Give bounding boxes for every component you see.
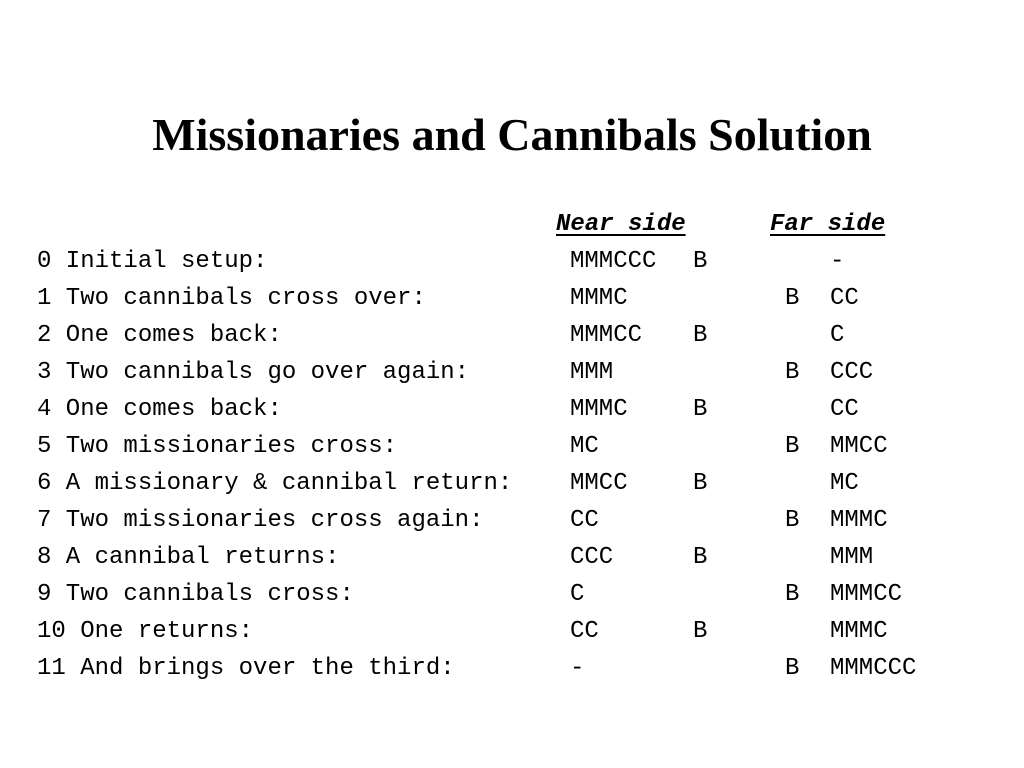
row-far: MMCC — [830, 433, 888, 460]
near-header: Near side — [556, 211, 686, 238]
row-near-boat: B — [693, 470, 708, 497]
row-near: CC — [570, 507, 599, 534]
row-step: 1 Two cannibals cross over: — [37, 285, 426, 312]
row-near-boat: B — [693, 396, 708, 423]
row-step: 0 Initial setup: — [37, 248, 268, 275]
row-far: MMMC — [830, 618, 888, 645]
row-far-boat: B — [785, 359, 800, 386]
row-far-boat: B — [785, 507, 800, 534]
row-far: MC — [830, 470, 859, 497]
row-near: MMMCC — [570, 322, 643, 349]
row-near-boat: B — [693, 618, 708, 645]
row-far: CCC — [830, 359, 874, 386]
row-step: 6 A missionary & cannibal return: — [37, 470, 513, 497]
row-near: - — [570, 655, 585, 682]
row-near: MMM — [570, 359, 614, 386]
row-step: 9 Two cannibals cross: — [37, 581, 354, 608]
row-far-boat: B — [785, 285, 800, 312]
row-step: 7 Two missionaries cross again: — [37, 507, 484, 534]
row-near-boat: B — [693, 322, 708, 349]
row-far: MMMCC — [830, 581, 903, 608]
row-step: 10 One returns: — [37, 618, 254, 645]
row-step: 8 A cannibal returns: — [37, 544, 340, 571]
row-step: 4 One comes back: — [37, 396, 282, 423]
row-far: C — [830, 322, 845, 349]
row-far: MMM — [830, 544, 874, 571]
row-near: MMMCCC — [570, 248, 657, 275]
row-far: CC — [830, 396, 859, 423]
far-header: Far side — [770, 211, 886, 238]
row-step: 3 Two cannibals go over again: — [37, 359, 470, 386]
row-near: CC — [570, 618, 599, 645]
row-far: MMMC — [830, 507, 888, 534]
row-near: MMMC — [570, 396, 628, 423]
row-near: MC — [570, 433, 599, 460]
row-step: 5 Two missionaries cross: — [37, 433, 398, 460]
row-step: 2 One comes back: — [37, 322, 282, 349]
row-far-boat: B — [785, 655, 800, 682]
row-near-boat: B — [693, 248, 708, 275]
row-far: - — [830, 248, 845, 275]
row-near-boat: B — [693, 544, 708, 571]
row-step: 11 And brings over the third: — [37, 655, 455, 682]
row-near: MMCC — [570, 470, 628, 497]
row-far: CC — [830, 285, 859, 312]
row-near: C — [570, 581, 585, 608]
row-far: MMMCCC — [830, 655, 917, 682]
row-near: MMMC — [570, 285, 628, 312]
row-far-boat: B — [785, 433, 800, 460]
row-near: CCC — [570, 544, 614, 571]
row-far-boat: B — [785, 581, 800, 608]
slide-title: Missionaries and Cannibals Solution — [152, 109, 872, 160]
